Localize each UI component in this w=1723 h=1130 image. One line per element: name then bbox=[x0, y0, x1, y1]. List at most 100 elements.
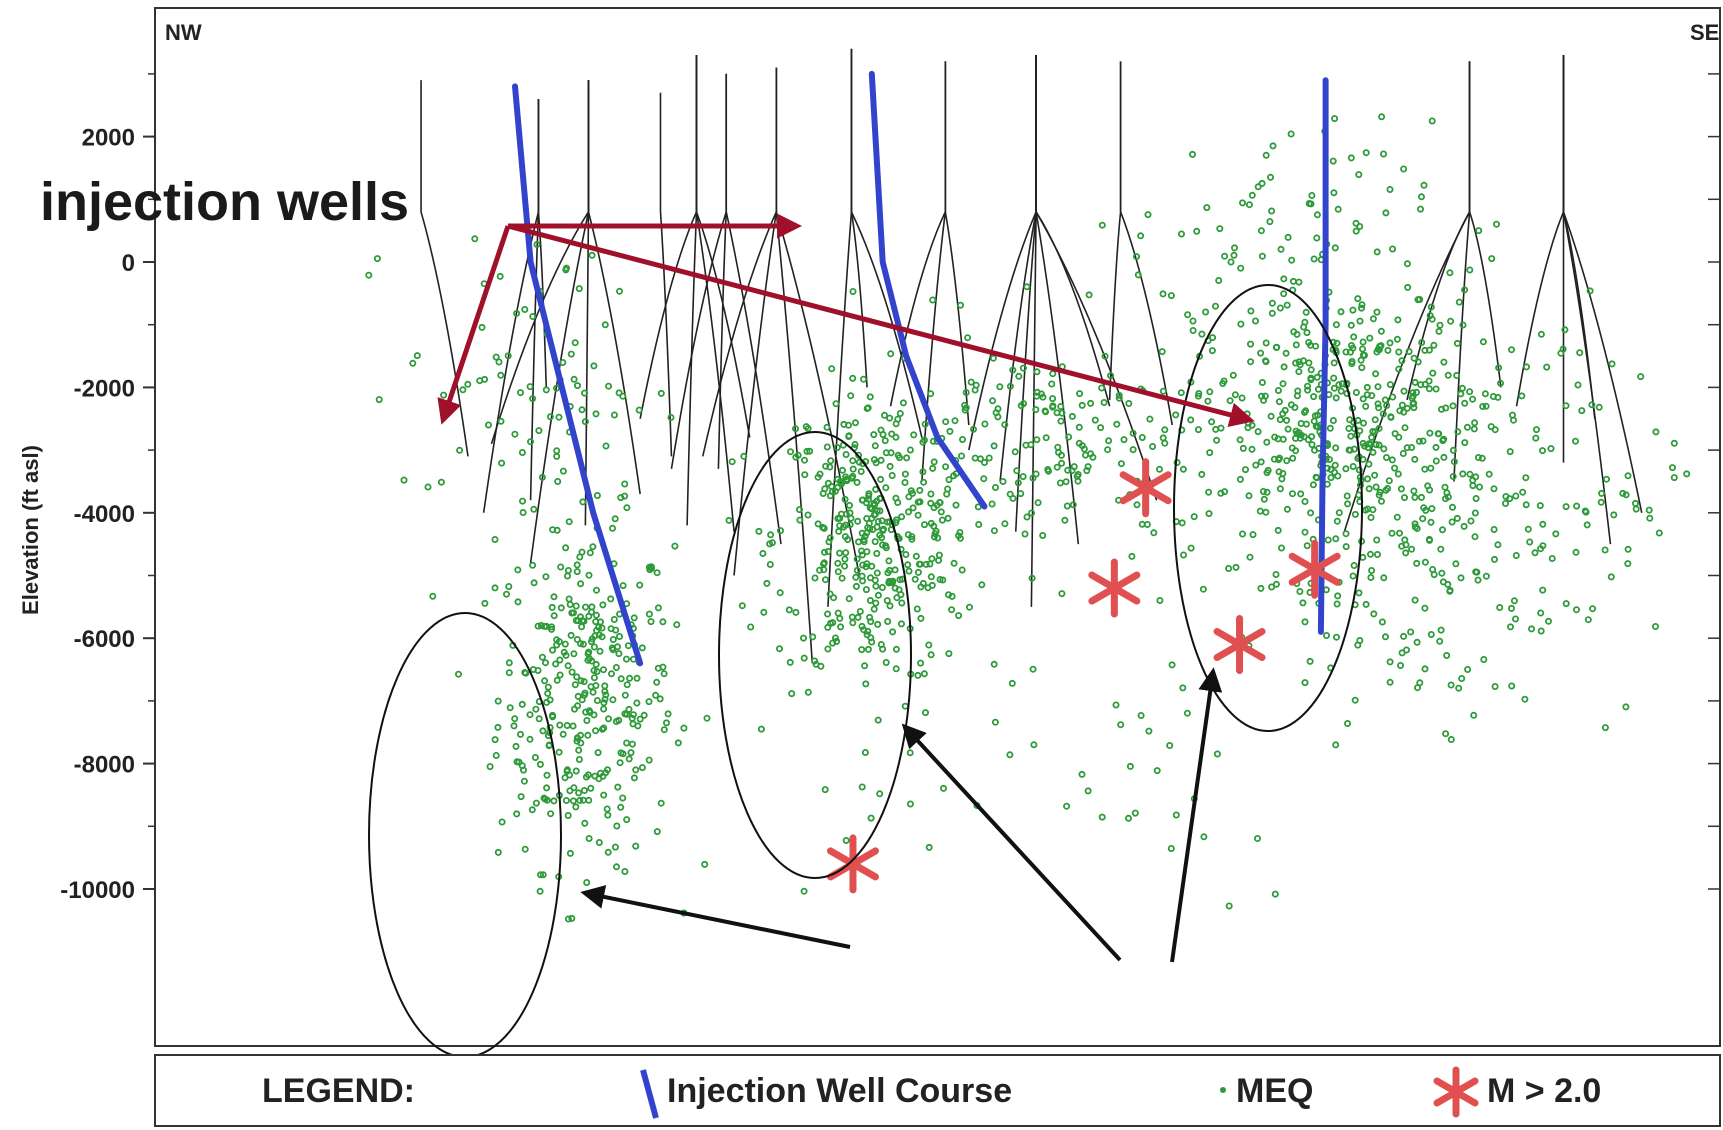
meq-point bbox=[580, 691, 588, 699]
meq-point bbox=[1610, 511, 1618, 519]
meq-point bbox=[877, 641, 885, 649]
meq-point bbox=[1347, 321, 1355, 329]
meq-point bbox=[572, 617, 580, 625]
meq-point bbox=[1348, 357, 1356, 365]
meq-point bbox=[1539, 447, 1547, 455]
meq-point bbox=[908, 535, 916, 543]
meq-point bbox=[1442, 730, 1450, 738]
meq-point bbox=[1444, 371, 1452, 379]
meq-point bbox=[1295, 358, 1303, 366]
production-well-course bbox=[1453, 61, 1471, 482]
meq-point bbox=[680, 724, 688, 732]
meq-point bbox=[610, 616, 618, 624]
meq-point bbox=[1248, 191, 1256, 199]
meq-point bbox=[616, 759, 624, 767]
meq-point bbox=[1407, 628, 1415, 636]
meq-point bbox=[1248, 445, 1256, 453]
meq-point bbox=[1473, 568, 1481, 576]
meq-point bbox=[576, 553, 584, 561]
meq-point bbox=[1333, 600, 1341, 608]
meq-point bbox=[1414, 684, 1422, 692]
meq-point bbox=[1619, 489, 1627, 497]
meq-point bbox=[1098, 384, 1106, 392]
meq-point bbox=[1447, 736, 1455, 744]
meq-point bbox=[920, 478, 928, 486]
meq-point bbox=[1276, 416, 1284, 424]
meq-point bbox=[944, 485, 952, 493]
meq-point bbox=[1522, 501, 1530, 509]
meq-point bbox=[1478, 454, 1486, 462]
meq-point bbox=[1372, 370, 1380, 378]
meq-point bbox=[1350, 333, 1358, 341]
meq-point bbox=[1391, 464, 1399, 472]
meq-point bbox=[1469, 476, 1477, 484]
meq-point bbox=[612, 664, 620, 672]
meq-point bbox=[605, 715, 613, 723]
meq-point bbox=[866, 613, 874, 621]
meq-point bbox=[1144, 211, 1152, 219]
meq-point bbox=[505, 583, 513, 591]
meq-point bbox=[1217, 424, 1225, 432]
meq-point bbox=[1291, 403, 1299, 411]
meq-point bbox=[803, 447, 811, 455]
meq-point bbox=[884, 618, 892, 626]
meq-point bbox=[632, 842, 640, 850]
meq-point bbox=[1444, 580, 1452, 588]
meq-point bbox=[495, 358, 503, 366]
meq-point bbox=[1386, 658, 1394, 666]
meq-point bbox=[437, 478, 445, 486]
meq-point bbox=[1368, 433, 1376, 441]
meq-point bbox=[1669, 464, 1677, 472]
legend-title: LEGEND: bbox=[262, 1072, 415, 1110]
meq-point bbox=[585, 796, 593, 804]
meq-point bbox=[898, 513, 906, 521]
meq-point bbox=[555, 638, 563, 646]
meq-point bbox=[1449, 402, 1457, 410]
meq-point bbox=[1166, 742, 1174, 750]
meq-point bbox=[1333, 517, 1341, 525]
meq-point bbox=[1531, 549, 1539, 557]
meq-point bbox=[1239, 530, 1247, 538]
meq-point bbox=[583, 717, 591, 725]
meq-point bbox=[1370, 610, 1378, 618]
meq-point bbox=[1375, 424, 1383, 432]
meq-point bbox=[602, 691, 610, 699]
meq-point bbox=[1212, 302, 1220, 310]
meq-point bbox=[849, 374, 857, 382]
meq-point bbox=[1075, 423, 1083, 431]
meq-point bbox=[1327, 474, 1335, 482]
meq-point bbox=[1172, 411, 1180, 419]
meq-point bbox=[870, 605, 878, 613]
meq-point bbox=[1405, 347, 1413, 355]
meq-point bbox=[600, 791, 608, 799]
meq-point bbox=[1398, 542, 1406, 550]
meq-point bbox=[852, 419, 860, 427]
meq-point bbox=[518, 700, 526, 708]
meq-point bbox=[1508, 682, 1516, 690]
meq-point bbox=[824, 645, 832, 653]
large-event-star bbox=[1119, 458, 1172, 518]
meq-point bbox=[539, 727, 547, 735]
meq-point bbox=[556, 656, 564, 664]
meq-point bbox=[590, 674, 598, 682]
meq-point bbox=[1421, 604, 1429, 612]
meq-point bbox=[858, 547, 866, 555]
production-well-course bbox=[420, 80, 469, 457]
meq-point bbox=[916, 486, 924, 494]
meq-point bbox=[526, 735, 534, 743]
meq-point bbox=[565, 518, 573, 526]
y-axis: 2000 0 -2000 -4000 -6000 -8000 -10000 bbox=[60, 73, 155, 904]
meq-point bbox=[1283, 301, 1291, 309]
meq-point bbox=[1078, 770, 1086, 778]
meq-point bbox=[849, 619, 857, 627]
meq-point bbox=[1252, 317, 1260, 325]
meq-point bbox=[1523, 363, 1531, 371]
production-well-course bbox=[1035, 55, 1158, 501]
meq-point bbox=[531, 754, 539, 762]
meq-point bbox=[1419, 515, 1427, 523]
meq-point bbox=[1455, 298, 1463, 306]
meq-point bbox=[1655, 529, 1663, 537]
meq-point bbox=[1393, 513, 1401, 521]
meq-point bbox=[1502, 499, 1510, 507]
annotation-arrow-2 bbox=[437, 225, 511, 425]
